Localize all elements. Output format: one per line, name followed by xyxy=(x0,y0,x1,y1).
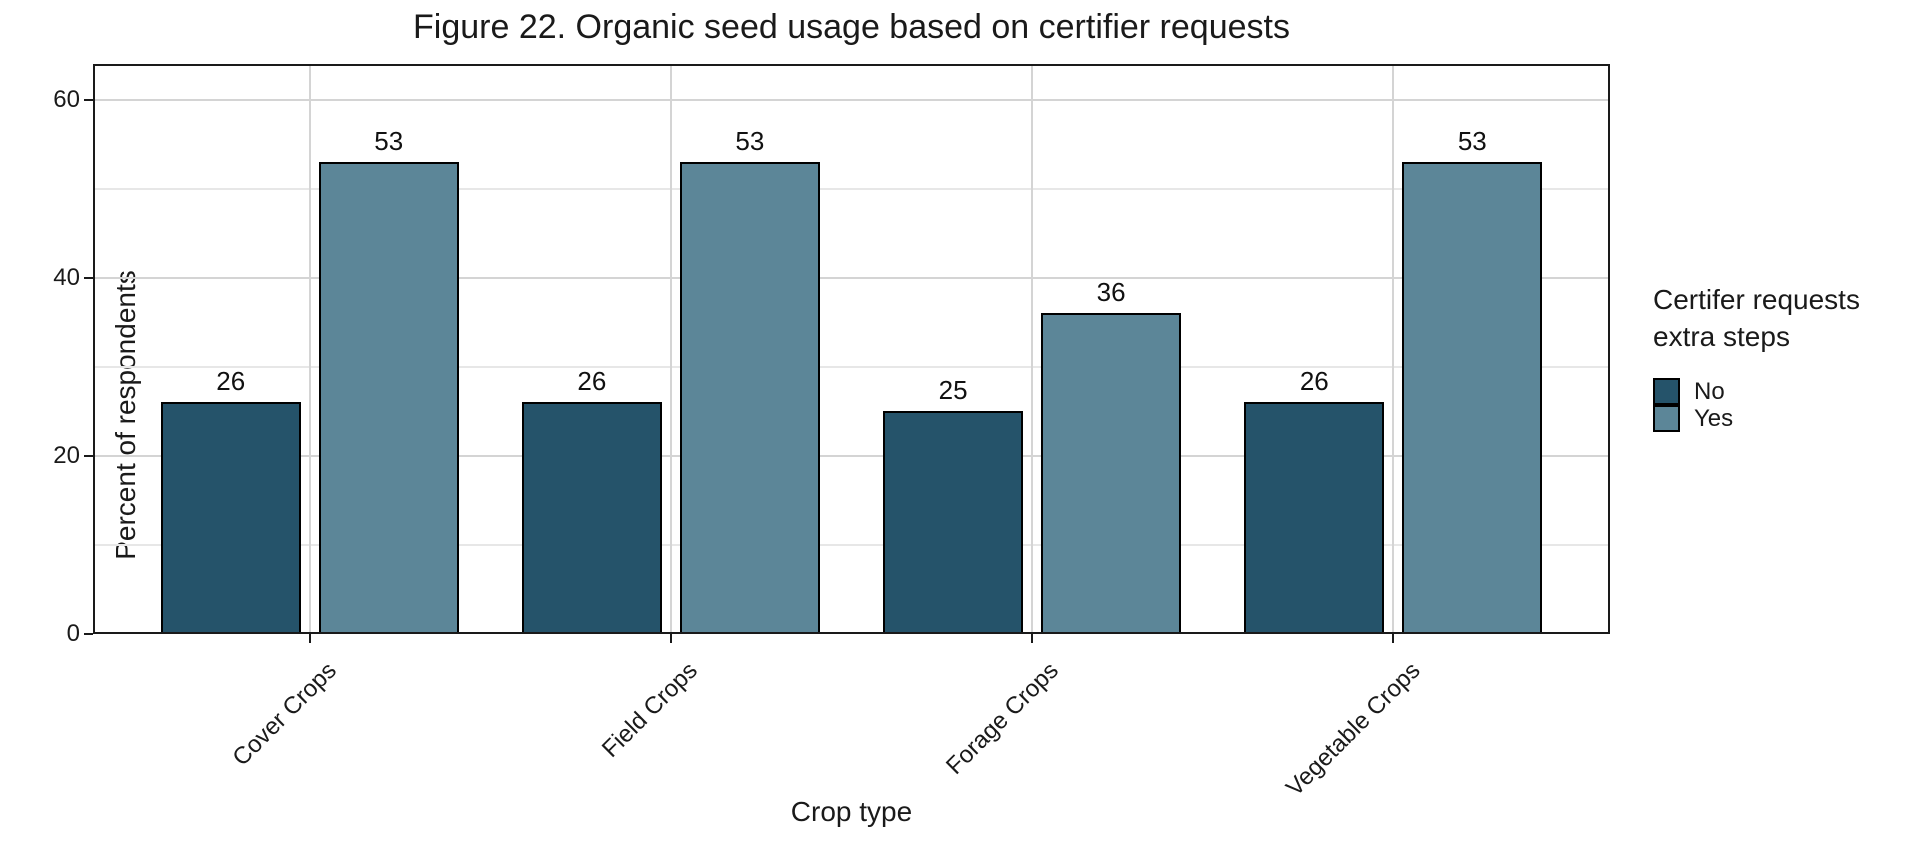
bar-value-label: 26 xyxy=(1299,366,1329,397)
legend-swatch-yes xyxy=(1653,405,1680,432)
chart-title: Figure 22. Organic seed usage based on c… xyxy=(413,8,1290,46)
gridline-horizontal-minor xyxy=(93,543,1610,546)
gridline-vertical-vegetable-crops xyxy=(1392,64,1395,634)
x-axis-tick-label-field-crops: Field Crops xyxy=(597,657,703,763)
legend-title-line-1: Certifer requests xyxy=(1653,284,1860,315)
y-axis-tick xyxy=(84,276,93,279)
legend-item-yes: Yes xyxy=(1653,405,1913,432)
bar-no-field-crops xyxy=(521,402,662,634)
bar-value-label: 53 xyxy=(735,125,765,156)
plot-panel: Percent of respondents 26 26 25 26 53 53 36 53 xyxy=(93,64,1610,634)
bar-value-label: 53 xyxy=(1457,125,1487,156)
x-axis-tick xyxy=(669,634,672,643)
bar-no-cover-crops xyxy=(160,402,301,634)
legend-item-no: No xyxy=(1653,378,1913,405)
legend-keys: No Yes xyxy=(1653,378,1913,432)
gridline-horizontal-major xyxy=(93,98,1610,101)
legend-label-yes: Yes xyxy=(1694,404,1734,432)
gridline-horizontal-minor xyxy=(93,187,1610,190)
y-axis-tick xyxy=(84,454,93,457)
bar-value-label: 36 xyxy=(1096,277,1126,308)
x-axis-tick xyxy=(1031,634,1034,643)
gridline-horizontal-minor xyxy=(93,365,1610,368)
bar-value-label: 26 xyxy=(577,366,607,397)
y-axis-tick-label: 40 xyxy=(53,263,80,291)
x-axis-tick-label-cover-crops: Cover Crops xyxy=(227,657,342,772)
bar-value-label: 26 xyxy=(216,366,246,397)
legend-title-line-2: extra steps xyxy=(1653,321,1790,352)
legend-label-no: No xyxy=(1694,377,1725,405)
y-axis-tick-label: 60 xyxy=(53,85,80,113)
bar-no-vegetable-crops xyxy=(1244,402,1385,634)
bar-yes-forage-crops xyxy=(1041,313,1182,634)
y-axis-tick-label: 20 xyxy=(53,441,80,469)
gridline-horizontal-major xyxy=(93,454,1610,457)
x-axis-tick-label-forage-crops: Forage Crops xyxy=(941,657,1065,780)
legend: Certifer requests extra steps No Yes xyxy=(1653,281,1913,432)
x-axis-title: Crop type xyxy=(790,796,913,827)
y-axis-tick xyxy=(84,633,93,635)
y-axis-tick-label: 0 xyxy=(66,620,80,647)
gridline-vertical-cover-crops xyxy=(308,64,311,634)
bar-value-label: 25 xyxy=(938,375,968,406)
bar-value-label: 53 xyxy=(374,125,404,156)
legend-title: Certifer requests extra steps xyxy=(1653,281,1913,355)
x-axis-tick xyxy=(308,634,311,643)
y-axis-title: Percent of respondents xyxy=(110,270,141,560)
x-axis-tick-label-vegetable-crops: Vegetable Crops xyxy=(1280,657,1426,802)
gridline-vertical-field-crops xyxy=(669,64,672,634)
legend-swatch-no xyxy=(1653,378,1680,405)
y-axis-tick xyxy=(84,98,93,101)
x-axis-tick xyxy=(1392,634,1395,643)
bar-yes-field-crops xyxy=(679,161,820,634)
bar-yes-vegetable-crops xyxy=(1402,161,1543,634)
gridline-horizontal-major xyxy=(93,276,1610,279)
bar-yes-cover-crops xyxy=(318,161,459,634)
gridline-vertical-forage-crops xyxy=(1031,64,1034,634)
bar-no-forage-crops xyxy=(883,411,1024,634)
